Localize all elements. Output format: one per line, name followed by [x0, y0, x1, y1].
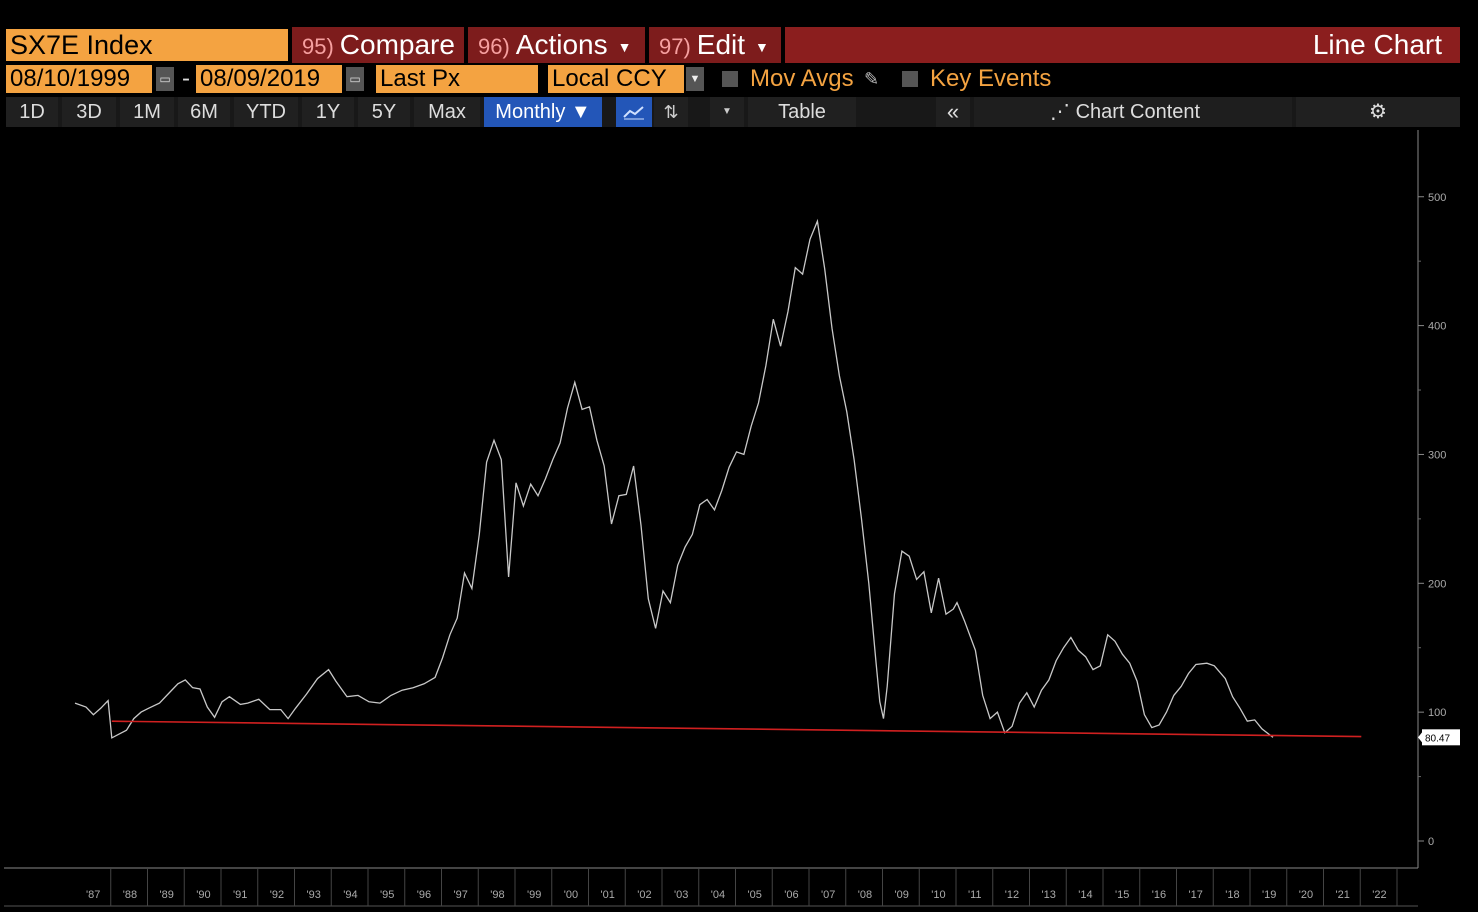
- compare-label: Compare: [339, 29, 455, 60]
- x-tick-label: '22: [1372, 889, 1386, 901]
- x-tick-label: '19: [1262, 889, 1276, 901]
- x-tick-label: '90: [196, 889, 210, 901]
- x-tick-label: '05: [748, 889, 762, 901]
- edit-button[interactable]: 97) Edit ▼: [649, 27, 781, 63]
- chevron-down-icon[interactable]: ▼: [710, 97, 744, 127]
- gear-icon[interactable]: ⚙: [1296, 97, 1460, 127]
- x-tick-label: '16: [1152, 889, 1166, 901]
- x-tick-label: '02: [637, 889, 651, 901]
- x-tick-label: '00: [564, 889, 578, 901]
- chart-content-label: Chart Content: [1075, 101, 1201, 123]
- edit-number: 97): [659, 34, 691, 59]
- period-bar: 1D 3D 1M 6M YTD 1Y 5Y Max Monthly ▼ ⇅ ▼ …: [6, 97, 1460, 127]
- x-tick-label: '97: [454, 889, 468, 901]
- y-tick-label: 200: [1428, 578, 1446, 590]
- calendar-icon[interactable]: ▭: [156, 67, 174, 91]
- mov-avgs-checkbox[interactable]: [722, 71, 738, 87]
- compare-button[interactable]: 95) Compare: [292, 27, 464, 63]
- x-tick-label: '95: [380, 889, 394, 901]
- currency-select[interactable]: Local CCY: [548, 65, 684, 93]
- x-tick-label: '15: [1115, 889, 1129, 901]
- command-bar: SX7E Index 95) Compare 96) Actions ▼ 97) Edi…: [6, 27, 1460, 63]
- x-tick-label: '10: [931, 889, 945, 901]
- y-tick-label: 300: [1428, 449, 1446, 461]
- x-tick-label: '21: [1336, 889, 1350, 901]
- period-3d[interactable]: 3D: [62, 97, 116, 127]
- x-tick-label: '89: [160, 889, 174, 901]
- x-tick-label: '87: [86, 889, 100, 901]
- chart-content-button[interactable]: ⋰ Chart Content: [974, 97, 1292, 127]
- actions-button[interactable]: 96) Actions ▼: [468, 27, 645, 63]
- x-tick-label: '11: [968, 889, 982, 901]
- key-events-label[interactable]: Key Events: [930, 65, 1052, 92]
- x-tick-label: '17: [1189, 889, 1203, 901]
- x-tick-label: '09: [895, 889, 909, 901]
- x-tick-label: '03: [674, 889, 688, 901]
- period-ytd[interactable]: YTD: [234, 97, 298, 127]
- period-5y[interactable]: 5Y: [358, 97, 410, 127]
- chart-content-icon: ⋰: [1050, 101, 1070, 123]
- edit-label: Edit: [696, 29, 746, 60]
- x-tick-label: '18: [1225, 889, 1239, 901]
- price-series-line: [74, 218, 1274, 739]
- compare-number: 95): [302, 34, 334, 59]
- caret-down-icon: ▼: [570, 101, 591, 123]
- period-1d[interactable]: 1D: [6, 97, 58, 127]
- mov-avgs-label[interactable]: Mov Avgs: [750, 65, 854, 92]
- period-1y[interactable]: 1Y: [302, 97, 354, 127]
- last-value-pointer: [1418, 732, 1422, 743]
- chevron-down-icon: ▼: [755, 38, 769, 55]
- bar-chart-icon[interactable]: ⇅: [654, 97, 688, 127]
- chart-title-bar: Line Chart: [785, 27, 1460, 63]
- x-tick-label: '88: [123, 889, 137, 901]
- pencil-icon[interactable]: ✎: [864, 69, 880, 89]
- y-tick-label: 400: [1428, 321, 1446, 333]
- last-value-box: [1422, 729, 1460, 746]
- ticker-field[interactable]: SX7E Index: [6, 29, 288, 61]
- key-events-checkbox[interactable]: [902, 71, 918, 87]
- table-button[interactable]: Table: [748, 97, 856, 127]
- chevron-down-icon[interactable]: ▼: [686, 67, 704, 91]
- x-tick-label: '13: [1042, 889, 1056, 901]
- y-tick-label: 100: [1428, 707, 1446, 719]
- y-tick-label: 0: [1428, 836, 1434, 848]
- y-tick-label: 500: [1428, 192, 1446, 204]
- period-6m[interactable]: 6M: [178, 97, 230, 127]
- line-chart-icon[interactable]: [616, 97, 652, 127]
- collapse-icon[interactable]: «: [936, 97, 970, 127]
- x-tick-label: '04: [711, 889, 725, 901]
- x-tick-label: '99: [527, 889, 541, 901]
- x-tick-label: '96: [417, 889, 431, 901]
- period-max[interactable]: Max: [414, 97, 480, 127]
- x-tick-label: '91: [233, 889, 247, 901]
- settings-bar: 08/10/1999 ▭ - 08/09/2019 ▭ Last Px Loca…: [6, 65, 1460, 93]
- actions-label: Actions: [515, 29, 608, 60]
- actions-number: 96): [478, 34, 510, 59]
- period-1m[interactable]: 1M: [120, 97, 174, 127]
- x-tick-label: '07: [821, 889, 835, 901]
- price-chart[interactable]: 0 100 200 300 400 500 '87 '88 '89 '90 '91 '92 '93 '94…: [0, 130, 1478, 912]
- frequency-select[interactable]: Monthly ▼: [484, 97, 602, 127]
- x-tick-label: '20: [1299, 889, 1313, 901]
- x-tick-label: '14: [1078, 889, 1092, 901]
- chevron-down-icon: ▼: [617, 38, 632, 55]
- x-tick-label: '12: [1005, 889, 1019, 901]
- x-tick-label: '08: [858, 889, 872, 901]
- x-tick-label: '06: [784, 889, 798, 901]
- x-tick-label: '92: [270, 889, 284, 901]
- frequency-label: Monthly: [495, 101, 566, 123]
- trend-line: [111, 720, 1362, 738]
- x-tick-label: '93: [307, 889, 321, 901]
- price-field-select[interactable]: Last Px: [376, 65, 538, 93]
- x-tick-label: '98: [490, 889, 504, 901]
- x-tick-label: '94: [343, 889, 357, 901]
- calendar-icon[interactable]: ▭: [346, 67, 364, 91]
- start-date-field[interactable]: 08/10/1999: [6, 65, 152, 93]
- end-date-field[interactable]: 08/09/2019: [196, 65, 342, 93]
- x-tick-label: '01: [601, 889, 615, 901]
- last-value-label: 80.47: [1425, 733, 1450, 744]
- chart-type-title: Line Chart: [1312, 29, 1442, 60]
- date-separator: -: [182, 65, 190, 92]
